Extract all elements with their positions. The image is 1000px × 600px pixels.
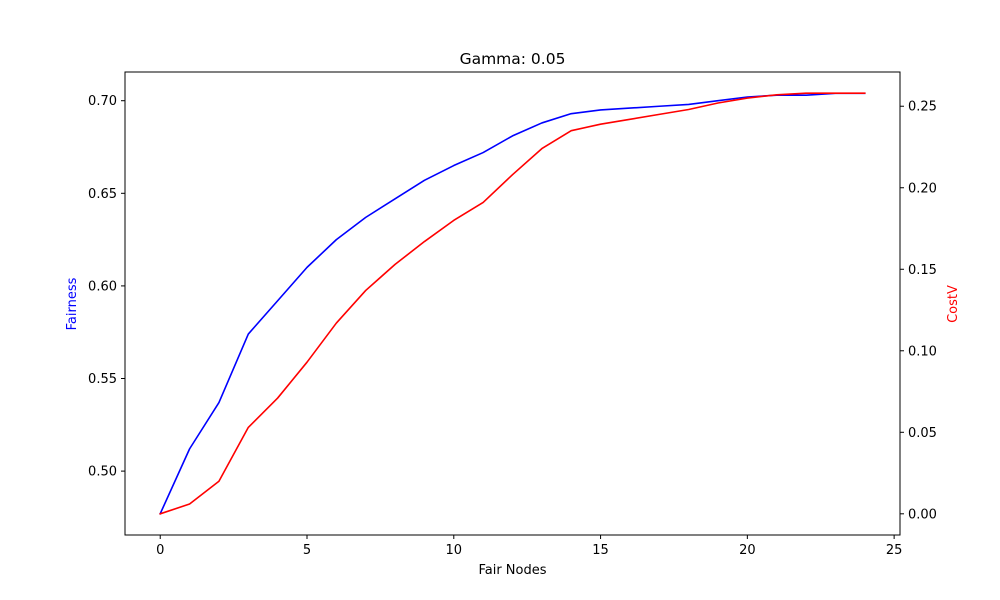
x-axis-title: Fair Nodes	[478, 563, 546, 578]
right-y-axis: 0.00 0.05 0.10 0.15 0.20 0.25	[900, 100, 937, 522]
left-y-tick-label: 0.60	[88, 279, 117, 294]
plot-area-frame	[124, 71, 901, 536]
left-y-axis: 0.50 0.55 0.60 0.65 0.70	[88, 94, 125, 480]
right-y-tick-label: 0.20	[908, 181, 937, 196]
x-tick-label: 15	[592, 543, 609, 558]
right-y-tick-label: 0.25	[908, 100, 937, 115]
right-y-tick-label: 0.15	[908, 263, 937, 278]
x-tick-label: 0	[156, 543, 164, 558]
left-y-tick-label: 0.65	[88, 187, 117, 202]
x-tick-label: 25	[886, 543, 903, 558]
x-tick-label: 5	[303, 543, 311, 558]
left-y-tick-label: 0.50	[88, 465, 117, 480]
right-y-tick-label: 0.00	[908, 507, 937, 522]
right-y-tick-label: 0.05	[908, 426, 937, 441]
series-layer	[159, 92, 866, 515]
right-y-tick-label: 0.10	[908, 344, 937, 359]
right-y-axis-title: CostV	[946, 285, 961, 323]
left-y-axis-title: Fairness	[65, 277, 80, 330]
x-axis: 0 5 10 15 20 25	[156, 535, 902, 558]
chart-title: Gamma: 0.05	[460, 50, 566, 68]
x-tick-label: 20	[739, 543, 756, 558]
left-y-tick-label: 0.70	[88, 94, 117, 109]
series-line-fairness	[159, 92, 866, 515]
series-line-costv	[159, 92, 866, 515]
left-y-tick-label: 0.55	[88, 372, 117, 387]
x-tick-label: 10	[446, 543, 463, 558]
